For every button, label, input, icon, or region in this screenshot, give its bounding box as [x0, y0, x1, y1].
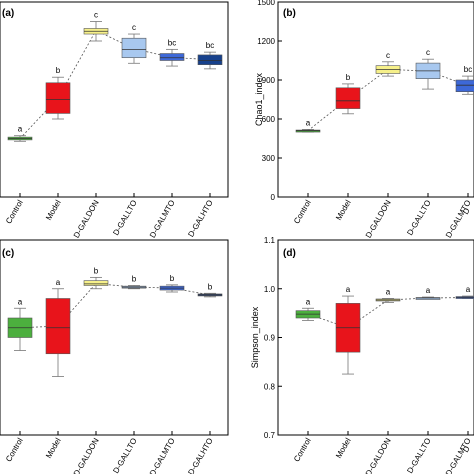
- x-category-label: Control: [4, 198, 25, 225]
- box-D-GALMTO: [159, 53, 185, 61]
- x-category-label: D-GALDON: [364, 436, 393, 474]
- panel-c: (c) a Control a Model b D-GALDON b D-GALLTO b D-GA…: [0, 239, 229, 474]
- y-tick-label: 0.7: [264, 431, 276, 440]
- significance-letter: b: [208, 282, 213, 291]
- x-category-label: D-GALLTO: [405, 199, 432, 238]
- x-category-label: Model: [44, 198, 63, 222]
- significance-letter: a: [386, 288, 391, 297]
- significance-letter: c: [132, 23, 136, 32]
- x-category-label: Control: [4, 436, 25, 463]
- x-category-label-partial: D: [461, 206, 472, 216]
- significance-letter: a: [466, 285, 471, 294]
- significance-letter: bc: [206, 41, 214, 50]
- x-category-label: D-GALDON: [72, 198, 101, 239]
- box-D-GALLTO: [121, 37, 147, 59]
- x-category-label: D-GALHTO: [186, 437, 214, 474]
- box-D-GALLTO: [415, 297, 441, 300]
- significance-letter: a: [18, 297, 23, 306]
- x-category-label: Model: [44, 436, 63, 460]
- y-tick-label: 1.0: [264, 285, 276, 294]
- mean-trend-line: [307, 297, 469, 329]
- significance-letter: a: [306, 297, 311, 306]
- significance-letter: b: [170, 274, 175, 283]
- significance-letter: a: [18, 125, 23, 134]
- box-D-GALDON: [83, 280, 109, 286]
- significance-letter: a: [346, 285, 351, 294]
- x-category-label: D-GALLTO: [405, 437, 432, 474]
- plot-frame: [0, 239, 229, 436]
- significance-letter: b: [56, 66, 61, 75]
- box-Model: [335, 87, 361, 109]
- y-tick-label: 0: [271, 193, 276, 202]
- significance-letter: bc: [464, 65, 472, 74]
- x-category-label: D-GALMTO: [148, 437, 177, 474]
- significance-letter: b: [346, 73, 351, 82]
- x-category-label: D-GALDON: [364, 198, 393, 239]
- significance-letter: a: [426, 286, 431, 295]
- box-Model: [45, 298, 71, 355]
- box-D-GALHTO: [197, 54, 223, 65]
- y-tick-label: 1.1: [264, 236, 276, 245]
- x-category-label: D-GALDON: [72, 436, 101, 474]
- x-category-label: D-GALLTO: [111, 199, 138, 238]
- significance-letter: a: [56, 278, 61, 287]
- x-category-label: Control: [292, 198, 313, 225]
- x-category-label: D-GALHTO: [186, 199, 214, 239]
- panel-label: (d): [283, 248, 296, 259]
- y-axis-label: Chao1_index: [254, 72, 264, 126]
- y-tick-label: 0.8: [264, 382, 276, 391]
- significance-letter: a: [306, 118, 311, 127]
- x-category-label-partial: D: [461, 444, 472, 454]
- mean-trend-line: [307, 68, 469, 132]
- panel-d: (d) 0.7 0.8 0.9 1.0 1.1 Simpson_index a Control a…: [250, 236, 474, 474]
- significance-letter: c: [426, 48, 430, 57]
- significance-letter: b: [94, 266, 99, 275]
- significance-letter: bc: [168, 38, 176, 47]
- x-category-label: D-GALLTO: [111, 437, 138, 474]
- y-tick-label: 900: [262, 76, 276, 85]
- x-category-label: D-GALMTO: [444, 199, 473, 240]
- x-category-label: D-GALMTO: [148, 199, 177, 240]
- box-D-GALMTO: [455, 79, 474, 92]
- significance-letter: c: [94, 11, 98, 20]
- y-axis-label: Simpson_index: [250, 306, 260, 368]
- plot-frame: [277, 1, 474, 198]
- significance-letter: b: [132, 275, 137, 284]
- y-tick-label: 1500: [257, 0, 275, 7]
- x-category-label: Model: [334, 198, 353, 222]
- y-tick-label: 1200: [257, 37, 275, 46]
- plot-frame: [277, 239, 474, 436]
- box-Model: [45, 82, 71, 114]
- y-tick-label: 300: [262, 154, 276, 163]
- panel-label: (c): [2, 248, 14, 259]
- plot-frame: [0, 1, 229, 198]
- y-tick-label: 0.9: [264, 334, 276, 343]
- x-category-label: Model: [334, 436, 353, 460]
- panel-a: (a) a Control b Model c D-GALDON c D-GALLTO bc D-G…: [0, 1, 229, 240]
- significance-letter: c: [386, 51, 390, 60]
- y-tick-label: 600: [262, 115, 276, 124]
- x-category-label: D-GALMTO: [444, 437, 473, 474]
- panel-label: (a): [2, 8, 14, 19]
- panel-label: (b): [283, 8, 296, 19]
- x-category-label: Control: [292, 436, 313, 463]
